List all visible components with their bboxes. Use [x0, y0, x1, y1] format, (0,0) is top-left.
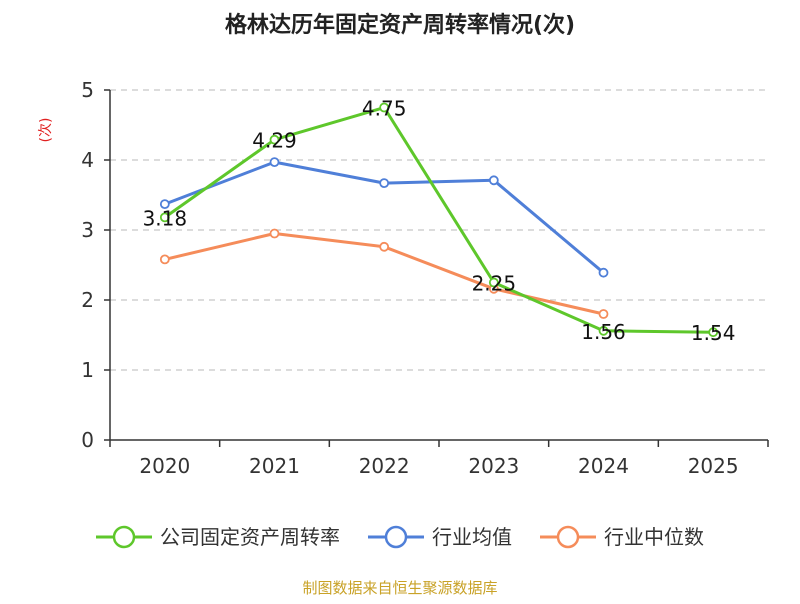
x-tick-label: 2025 [688, 454, 739, 478]
data-label: 4.29 [252, 129, 297, 153]
data-point-company [708, 327, 719, 338]
legend-marker [112, 525, 136, 549]
data-point-company [488, 277, 499, 288]
y-axis-label: (次) [38, 118, 54, 143]
data-point-industry_avg [269, 157, 280, 168]
data-point-company [379, 102, 390, 113]
legend-marker [556, 525, 580, 549]
y-tick-label: 4 [81, 148, 94, 172]
axes: 0 1 2 3 4 5 2020 2021 2022 2023 2024 2025 [81, 78, 769, 478]
chart-title: 格林达历年固定资产周转率情况(次) [225, 12, 575, 38]
y-tick-label: 3 [81, 218, 94, 242]
data-point-company [159, 212, 170, 223]
x-tick-label: 2024 [578, 454, 629, 478]
legend-item-industry_avg[interactable]: 行业均值 [368, 525, 512, 549]
legend-label: 行业均值 [432, 525, 512, 549]
data-label: 1.56 [581, 320, 626, 344]
legend-item-industry_median[interactable]: 行业中位数 [540, 525, 704, 549]
legend-marker [384, 525, 408, 549]
data-point-industry_median [598, 309, 609, 319]
data-point-industry_median [379, 241, 390, 252]
data-point-industry_median [159, 254, 170, 265]
grid-lines [110, 89, 768, 371]
data-point-industry_avg [488, 175, 499, 186]
x-tick-label: 2022 [359, 454, 410, 478]
y-tick-label: 0 [81, 428, 94, 452]
source-note: 制图数据来自恒生聚源数据库 [302, 579, 497, 597]
legend-item-company[interactable]: 公司固定资产周转率 [96, 525, 340, 549]
legend[interactable]: 公司固定资产周转率 行业均值 行业中位数 [96, 525, 704, 549]
data-point-company [598, 325, 609, 336]
series-line-company [163, 106, 715, 334]
data-labels: 3.18 4.29 4.75 2.25 1.56 1.54 [143, 97, 736, 346]
data-label: 3.18 [143, 206, 188, 230]
data-point-industry_avg [159, 199, 170, 210]
data-label: 4.75 [362, 97, 407, 121]
x-tick-label: 2020 [139, 454, 190, 478]
series-lines [159, 102, 719, 338]
data-point-industry_avg [598, 267, 609, 278]
y-tick-label: 5 [81, 78, 94, 102]
data-point-industry_median [269, 228, 280, 239]
x-tick-label: 2021 [249, 454, 300, 478]
data-point-industry_avg [379, 178, 390, 189]
y-tick-label: 2 [81, 288, 94, 312]
data-label: 1.54 [691, 321, 736, 345]
legend-label: 行业中位数 [604, 525, 704, 549]
data-point-company [269, 134, 280, 145]
x-tick-label: 2023 [468, 454, 519, 478]
y-tick-label: 1 [81, 358, 94, 382]
data-label: 2.25 [472, 272, 517, 296]
legend-label: 公司固定资产周转率 [160, 525, 340, 549]
